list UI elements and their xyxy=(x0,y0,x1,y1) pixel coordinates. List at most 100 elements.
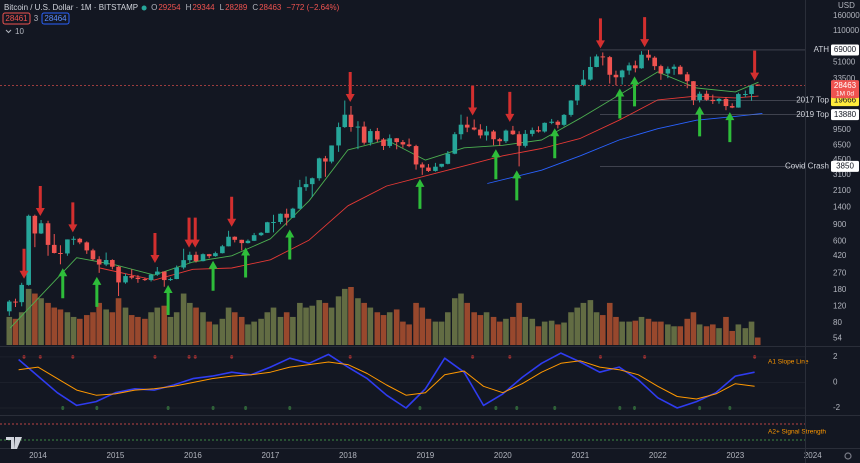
candle-body xyxy=(45,223,51,245)
volume-bar xyxy=(109,312,116,345)
candle-body xyxy=(510,130,516,135)
volume-bar xyxy=(522,316,529,345)
sell-signal xyxy=(227,196,237,227)
volume-bar xyxy=(309,305,316,345)
volume-layer xyxy=(6,287,761,345)
candle-body xyxy=(619,70,625,78)
candle-body xyxy=(723,98,729,107)
candle-body xyxy=(77,238,83,243)
y-tick-label: 110000 xyxy=(833,26,860,35)
bid-box[interactable] xyxy=(2,12,31,25)
volume-bar xyxy=(77,318,83,345)
candle-body xyxy=(84,242,90,251)
x-tick-label: 2022 xyxy=(649,451,667,460)
candle-body xyxy=(148,274,154,281)
volume-bar xyxy=(200,312,206,345)
volume-bar xyxy=(638,316,645,345)
volume-bar xyxy=(219,318,226,345)
y-tick-label: 6500 xyxy=(833,140,851,149)
collapse-toggle[interactable] xyxy=(5,29,12,34)
volume-bar xyxy=(477,315,484,345)
volume-bar xyxy=(238,316,245,345)
y-tick-label: 120 xyxy=(833,301,847,310)
volume-bar xyxy=(38,298,44,345)
volume-bar xyxy=(297,302,303,345)
sell-signal xyxy=(595,18,605,49)
buy-signal xyxy=(491,149,501,180)
candle-body xyxy=(129,276,135,278)
volume-bar xyxy=(419,307,426,345)
candle-body xyxy=(361,126,367,143)
ask[interactable]: 28464 xyxy=(44,14,67,23)
volume-bar xyxy=(393,309,400,345)
level-value: 13880 xyxy=(834,110,857,119)
volume-bar xyxy=(173,312,180,345)
volume-bar xyxy=(496,321,503,345)
volume-bar xyxy=(613,316,619,345)
tradingview-logo[interactable] xyxy=(6,437,22,449)
volume-bar xyxy=(548,320,555,345)
candle-body xyxy=(26,215,31,285)
candle-body xyxy=(278,213,283,223)
candle-body xyxy=(329,145,334,162)
candle-body xyxy=(232,236,238,240)
volume-bar xyxy=(45,302,51,345)
volume-bar xyxy=(425,318,432,345)
ohlc-text: −772 (−2.64%) xyxy=(286,3,339,12)
indicator-count[interactable]: 10 xyxy=(15,27,24,36)
level-box xyxy=(831,160,859,172)
candle-body xyxy=(684,74,690,82)
volume-bar xyxy=(283,312,290,345)
candle-body xyxy=(323,158,328,162)
ask-box[interactable] xyxy=(41,12,70,25)
candle-body xyxy=(413,146,419,165)
volume-bar xyxy=(142,318,148,345)
sell-signal xyxy=(345,71,355,102)
candle-body xyxy=(626,65,632,71)
volume-bar xyxy=(251,321,257,345)
ohlc-text: 28463 xyxy=(259,3,282,12)
y-tick-label: 420 xyxy=(833,251,847,260)
y-tick-label: 600 xyxy=(833,236,847,245)
currency: USD xyxy=(838,1,855,10)
ohlc-text: H xyxy=(186,3,192,12)
candle-body xyxy=(123,276,128,283)
candle-body xyxy=(665,68,671,74)
candle-body xyxy=(523,133,528,146)
candle-body xyxy=(677,66,683,75)
volume-bar xyxy=(367,307,374,345)
volume-bar xyxy=(438,321,445,345)
candle-body xyxy=(755,84,761,86)
x-tick-label: 2023 xyxy=(726,451,744,460)
volume-bar xyxy=(619,321,625,345)
candle-body xyxy=(471,127,477,130)
y-tick-label: 180 xyxy=(833,285,847,294)
osc-tick-label: -2 xyxy=(833,403,841,412)
level-label: 2019 Top xyxy=(796,110,829,119)
settings-icon[interactable] xyxy=(844,452,852,460)
candle-body xyxy=(116,266,121,283)
candle-body xyxy=(484,131,489,136)
volume-bar xyxy=(535,326,542,345)
level-label: ATH xyxy=(814,45,830,54)
candle-body xyxy=(491,131,496,140)
volume-bar xyxy=(96,302,102,345)
candle-body xyxy=(536,130,541,132)
volume-bar xyxy=(187,302,193,345)
volume-bar xyxy=(432,321,439,345)
candle-body xyxy=(658,66,664,74)
candle-body xyxy=(652,57,657,67)
candle-body xyxy=(646,54,651,58)
candle-body xyxy=(381,139,386,146)
candle-body xyxy=(736,94,741,108)
bid[interactable]: 28461 xyxy=(5,14,28,23)
volume-bar xyxy=(464,302,470,345)
candle-body xyxy=(51,244,57,253)
candle-body xyxy=(671,66,677,69)
candle-body xyxy=(406,144,412,147)
candle-body xyxy=(607,57,613,75)
candle-body xyxy=(387,138,393,146)
sell-signal xyxy=(150,232,160,263)
volume-bar xyxy=(445,312,451,345)
candle-body xyxy=(154,271,160,275)
